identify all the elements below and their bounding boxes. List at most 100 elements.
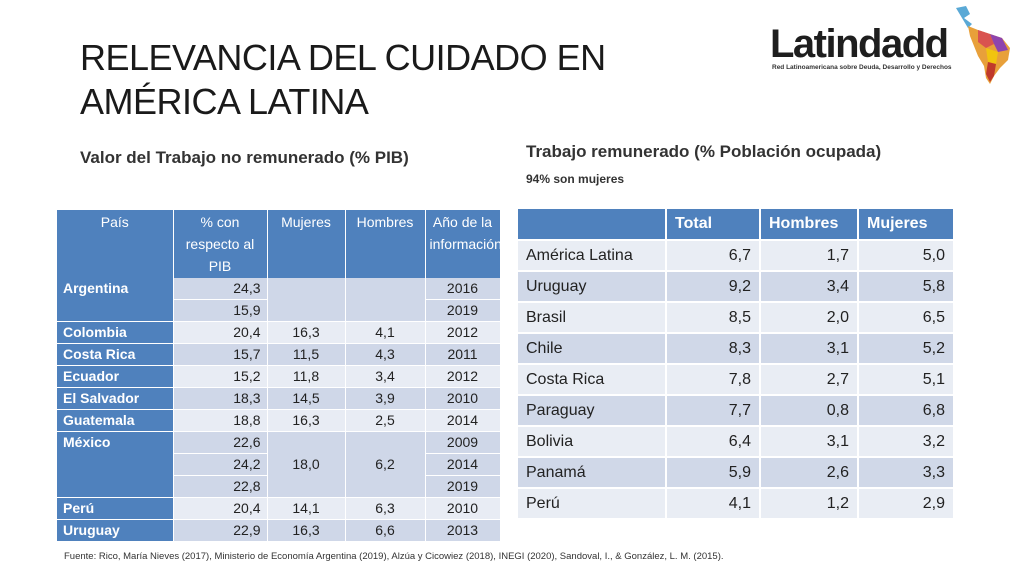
women-cell: 6,8: [858, 394, 955, 426]
logo-tagline: Red Latinoamericana sobre Deuda, Desarro…: [772, 64, 952, 71]
men-cell: 6,6: [345, 519, 426, 542]
pct-cell: 15,9: [173, 299, 268, 322]
table-row: Chile 8,3 3,1 5,2: [518, 332, 955, 364]
region-cell: Paraguay: [518, 394, 667, 426]
col-header-women: Mujeres: [267, 210, 346, 278]
men-cell: 3,9: [345, 387, 426, 410]
women-cell: 5,2: [858, 332, 955, 364]
pct-cell: 20,4: [173, 321, 268, 344]
women-cell: [267, 278, 346, 322]
men-cell: 6,2: [345, 431, 426, 498]
women-cell: 2,9: [858, 487, 955, 518]
year-cell: 2012: [425, 365, 501, 388]
men-cell: 3,4: [760, 270, 859, 302]
men-cell: 6,3: [345, 497, 426, 520]
col-header-total: Total: [666, 209, 761, 240]
table-row: Perú 20,4 14,1 6,3 2010: [57, 497, 501, 520]
total-cell: 6,4: [666, 425, 761, 457]
country-cell: Ecuador: [57, 365, 174, 388]
col-header-country: País: [57, 210, 174, 278]
country-cell: Costa Rica: [57, 343, 174, 366]
table-row: Perú 4,1 1,2 2,9: [518, 487, 955, 518]
men-cell: [345, 278, 426, 322]
table-row: México 22,6 18,0 6,2 2009: [57, 431, 501, 498]
country-cell: Argentina: [57, 278, 174, 322]
table-row: Costa Rica 15,7 11,5 4,3 2011: [57, 343, 501, 366]
men-cell: 1,7: [760, 239, 859, 271]
total-cell: 8,5: [666, 301, 761, 333]
latindadd-logo: Latindadd Red Latinoamericana sobre Deud…: [770, 4, 1020, 84]
men-cell: 0,8: [760, 394, 859, 426]
year-cell: 2011: [425, 343, 501, 366]
pct-cell: 20,4: [173, 497, 268, 520]
table-row: 15,9 2019: [57, 299, 501, 322]
source-citation: Fuente: Rico, María Nieves (2017), Minis…: [64, 551, 724, 562]
table-row: El Salvador 18,3 14,5 3,9 2010: [57, 387, 501, 410]
pct-cell: 22,9: [173, 519, 268, 542]
region-cell: Bolivia: [518, 425, 667, 457]
pct-cell: 24,2: [173, 453, 268, 476]
table-row: Uruguay 22,9 16,3 6,6 2013: [57, 519, 501, 542]
table-row: Argentina 24,3 2016: [57, 278, 501, 322]
total-cell: 7,8: [666, 363, 761, 395]
men-cell: 4,3: [345, 343, 426, 366]
pct-cell: 24,3: [173, 278, 268, 300]
latin-america-map-icon: [956, 6, 1010, 84]
year-cell: 2009: [425, 431, 501, 454]
col-header-region: [518, 209, 667, 240]
pct-cell: 15,7: [173, 343, 268, 366]
year-cell: 2010: [425, 497, 501, 520]
region-cell: América Latina: [518, 239, 667, 271]
logo-wordmark: Latindadd: [770, 22, 949, 66]
table-row: Panamá 5,9 2,6 3,3: [518, 456, 955, 488]
men-cell: 3,1: [760, 425, 859, 457]
table-row: América Latina 6,7 1,7 5,0: [518, 239, 955, 271]
men-cell: 2,5: [345, 409, 426, 432]
col-header-men: Hombres: [345, 210, 426, 278]
men-cell: 1,2: [760, 487, 859, 518]
title-line-1: RELEVANCIA DEL CUIDADO EN: [80, 37, 606, 78]
country-cell: Perú: [57, 497, 174, 520]
col-header-pct-gdp: % con respecto al PIB: [173, 210, 268, 278]
women-cell: 5,0: [858, 239, 955, 271]
women-cell: 11,8: [267, 365, 346, 388]
note-women-share: 94% son mujeres: [526, 172, 625, 186]
col-header-men: Hombres: [760, 209, 859, 240]
year-cell: 2014: [425, 409, 501, 432]
total-cell: 9,2: [666, 270, 761, 302]
table-row: Brasil 8,5 2,0 6,5: [518, 301, 955, 333]
paid-work-table: Total Hombres Mujeres América Latina 6,7 1…: [518, 209, 955, 518]
total-cell: 5,9: [666, 456, 761, 488]
total-cell: 6,7: [666, 239, 761, 271]
year-cell: 2014: [425, 453, 501, 476]
region-cell: Panamá: [518, 456, 667, 488]
women-cell: 3,3: [858, 456, 955, 488]
year-cell: 2019: [425, 299, 501, 322]
year-cell: 2016: [425, 278, 501, 300]
table-row: Costa Rica 7,8 2,7 5,1: [518, 363, 955, 395]
pct-cell: 22,6: [173, 431, 268, 454]
col-header-women: Mujeres: [858, 209, 955, 240]
country-cell: El Salvador: [57, 387, 174, 410]
country-cell: Uruguay: [57, 519, 174, 542]
women-cell: 11,5: [267, 343, 346, 366]
year-cell: 2010: [425, 387, 501, 410]
total-cell: 7,7: [666, 394, 761, 426]
title-line-2: AMÉRICA LATINA: [80, 81, 369, 122]
men-cell: 4,1: [345, 321, 426, 344]
men-cell: 3,4: [345, 365, 426, 388]
pct-cell: 15,2: [173, 365, 268, 388]
year-cell: 2012: [425, 321, 501, 344]
table-row: 22,8 2019: [57, 475, 501, 498]
women-cell: 14,1: [267, 497, 346, 520]
women-cell: 3,2: [858, 425, 955, 457]
year-cell: 2019: [425, 475, 501, 498]
women-cell: 16,3: [267, 409, 346, 432]
table-row: Ecuador 15,2 11,8 3,4 2012: [57, 365, 501, 388]
women-cell: 5,1: [858, 363, 955, 395]
men-cell: 3,1: [760, 332, 859, 364]
women-cell: 16,3: [267, 321, 346, 344]
col-header-year: Año de la información: [425, 210, 502, 278]
table-row: Bolivia 6,4 3,1 3,2: [518, 425, 955, 457]
region-cell: Costa Rica: [518, 363, 667, 395]
